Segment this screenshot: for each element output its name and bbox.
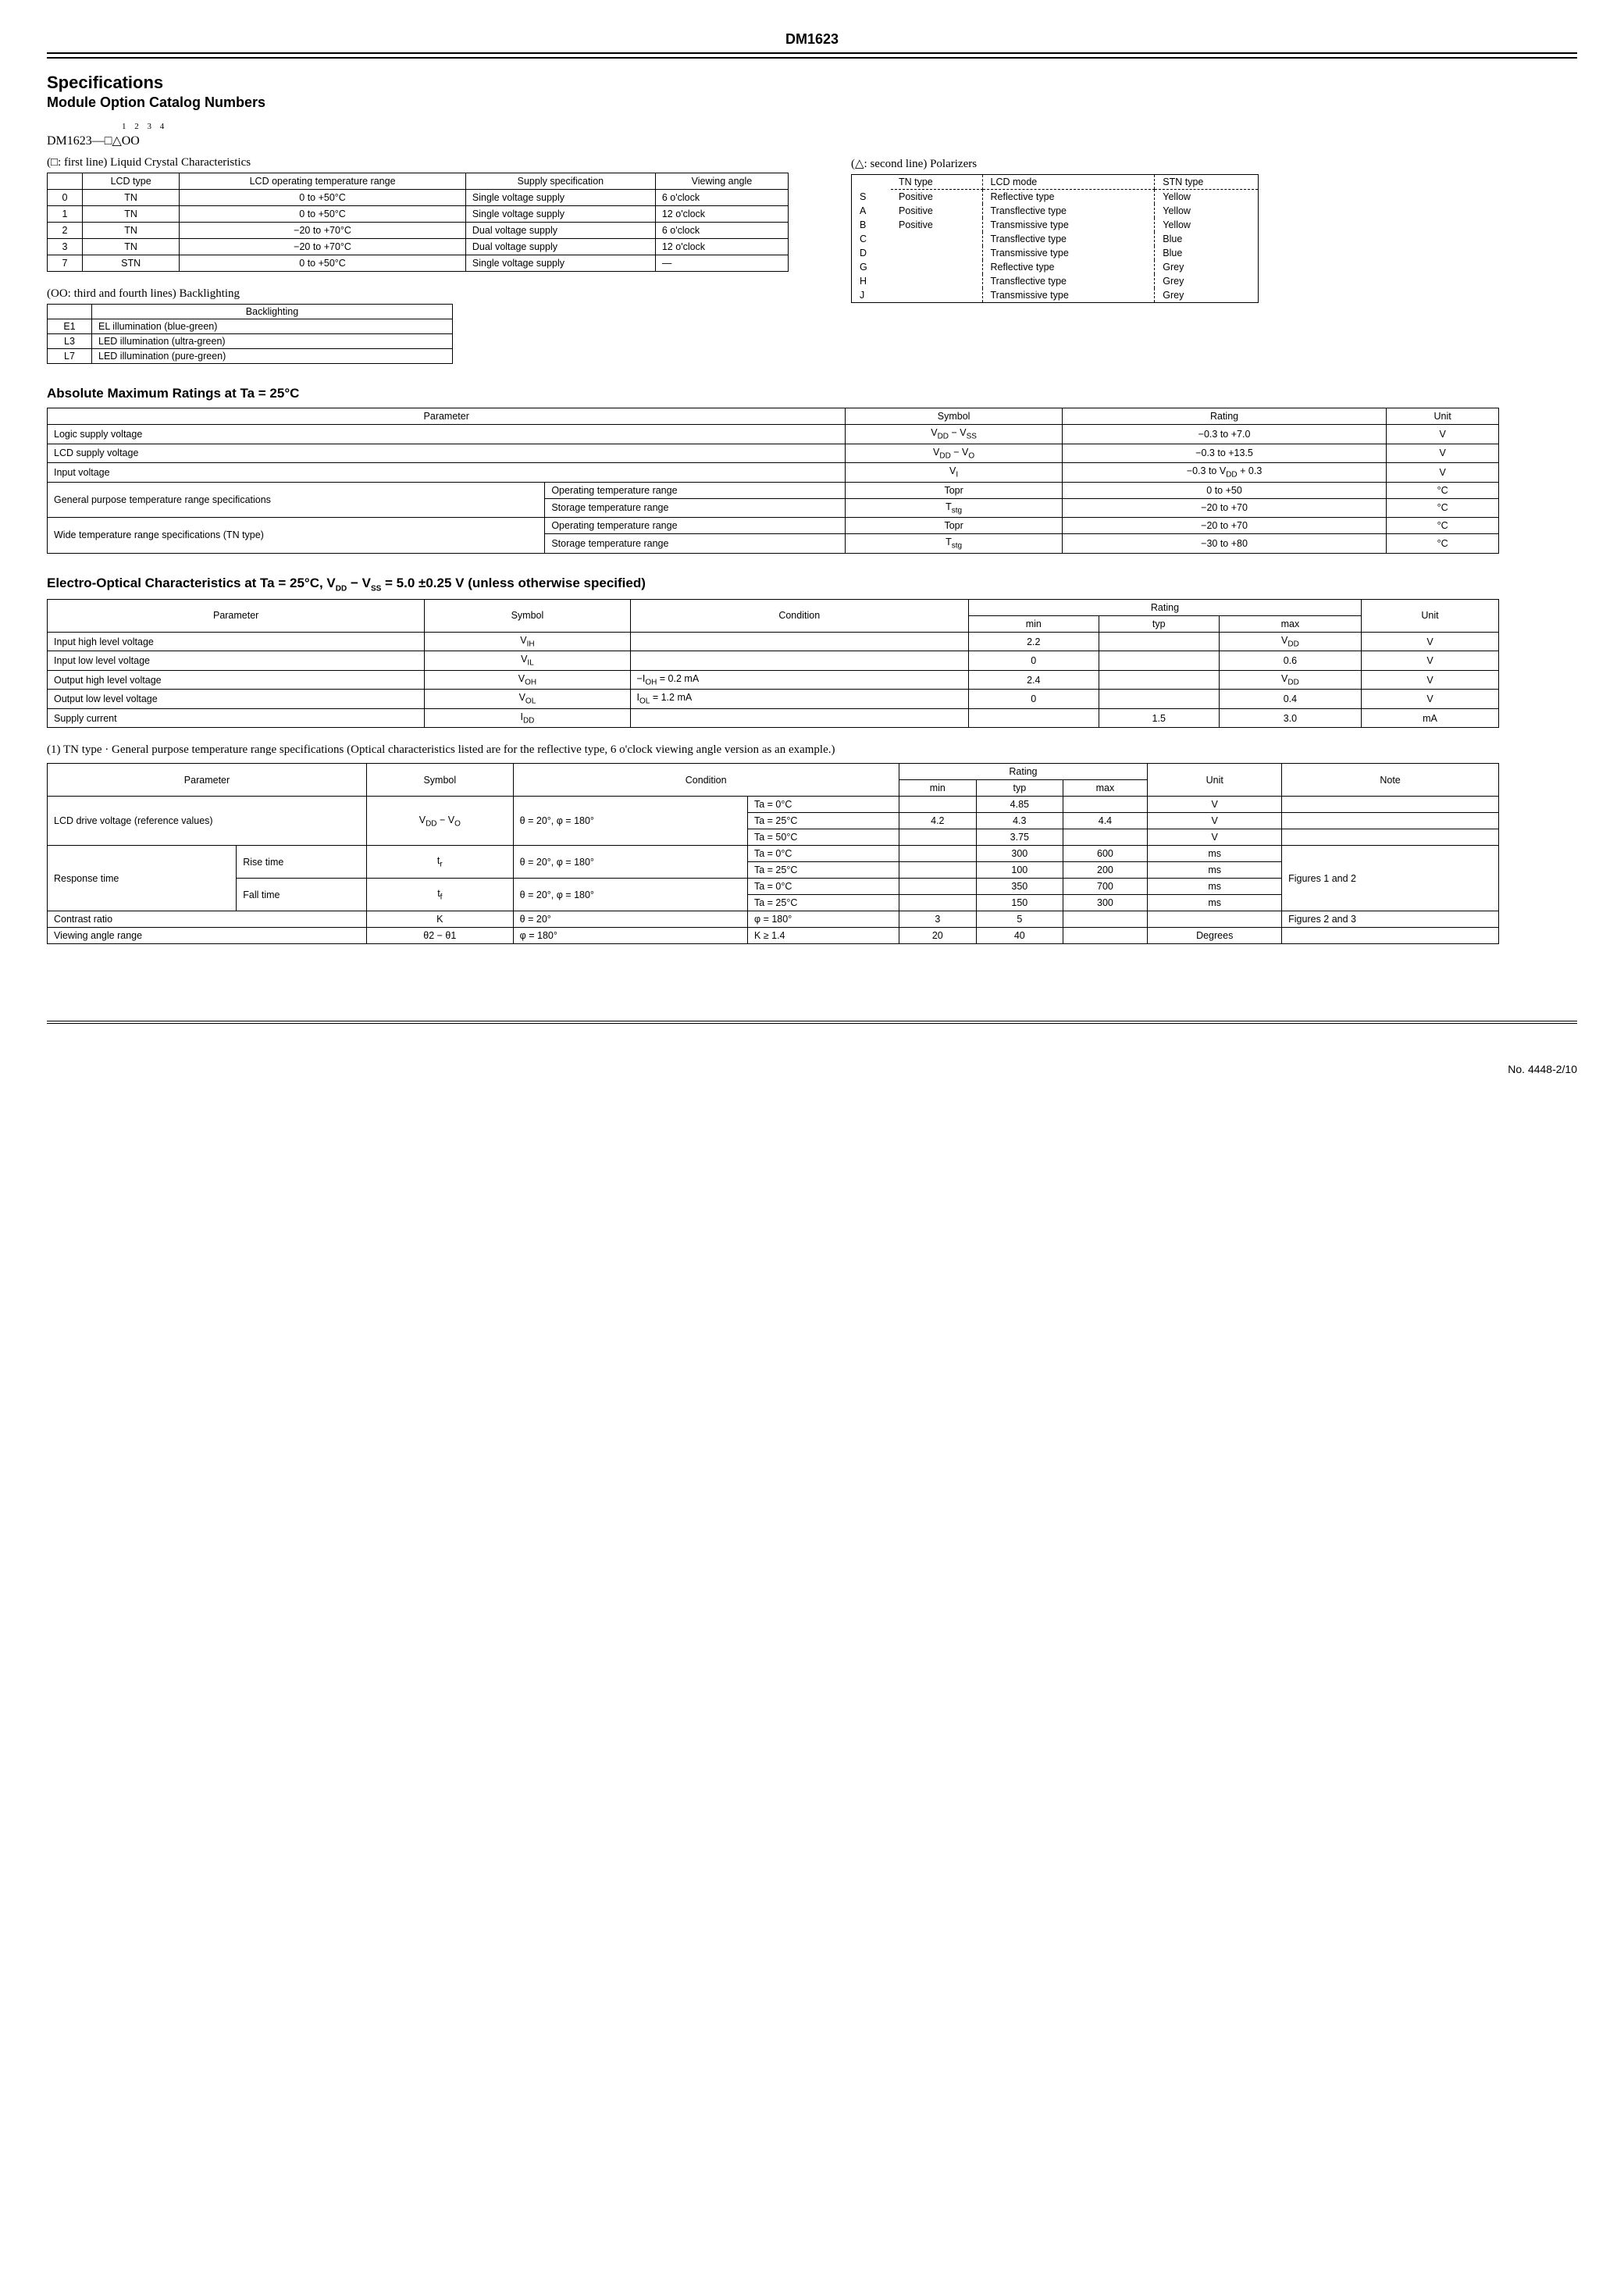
page-number: No. 4448-2/10	[47, 1063, 1577, 1075]
ordering-code: 1 2 3 4 DM1623—□△OO	[47, 119, 1577, 148]
spec-heading: Specifications	[47, 73, 1577, 93]
header-rule	[47, 52, 1577, 59]
footer-rule-2	[47, 1023, 1577, 1024]
backlighting-table: Backlighting E1EL illumination (blue-gre…	[47, 304, 453, 364]
caption-square: (□: first line) Liquid Crystal Character…	[47, 156, 789, 169]
lcd-characteristics-table: LCD typeLCD operating temperature rangeS…	[47, 173, 789, 272]
absolute-max-ratings-table: ParameterSymbolRatingUnitLogic supply vo…	[47, 408, 1499, 554]
tn-characteristics-table: ParameterSymbolConditionRatingUnitNotemi…	[47, 763, 1499, 944]
page-header: DM1623	[47, 31, 1577, 48]
polarizers-table: TN type LCD mode STN type SPositiveRefle…	[852, 175, 1258, 302]
electro-optical-table: ParameterSymbolConditionRatingUnitmintyp…	[47, 599, 1499, 729]
amr-heading: Absolute Maximum Ratings at Ta = 25°C	[47, 386, 1577, 401]
module-heading: Module Option Catalog Numbers	[47, 94, 1577, 111]
caption-triangle: (△: second line) Polarizers	[851, 156, 1577, 171]
eoc-heading: Electro-Optical Characteristics at Ta = …	[47, 576, 1577, 593]
tn-footnote: (1) TN type · General purpose temperatur…	[47, 742, 1577, 758]
caption-oo: (OO: third and fourth lines) Backlightin…	[47, 287, 789, 301]
